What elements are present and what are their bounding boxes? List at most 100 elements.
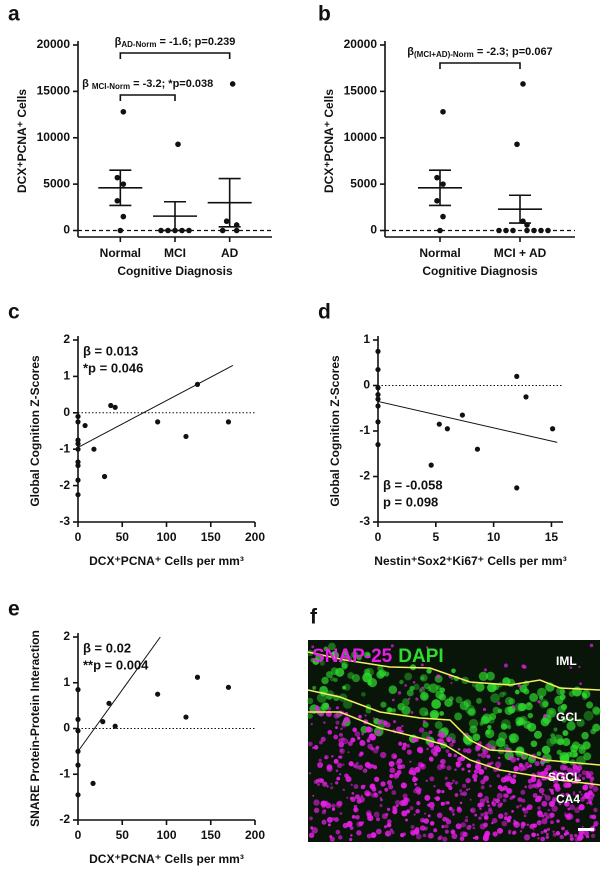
nucleus: [550, 733, 556, 738]
synaptic-signal: [373, 765, 378, 770]
synaptic-signal: [372, 717, 376, 720]
synaptic-signal: [387, 823, 391, 827]
synaptic-signal: [579, 682, 582, 686]
synaptic-signal: [536, 782, 542, 788]
synaptic-signal: [581, 770, 587, 776]
panel-letter: d: [318, 301, 331, 324]
synaptic-signal: [330, 786, 334, 790]
synaptic-signal: [428, 742, 435, 748]
synaptic-signal: [392, 806, 398, 812]
synaptic-signal: [401, 799, 409, 806]
error-bar: [509, 194, 531, 224]
synaptic-signal: [565, 792, 570, 797]
data-point: [375, 442, 381, 448]
synaptic-signal: [506, 788, 511, 794]
synaptic-signal: [462, 791, 468, 797]
data-point: [106, 700, 112, 706]
synaptic-signal: [420, 689, 423, 692]
nucleus: [581, 692, 587, 698]
nucleus: [502, 691, 507, 696]
panel-letter: c: [8, 301, 20, 324]
synaptic-signal: [401, 810, 408, 817]
synaptic-signal: [413, 736, 420, 743]
synaptic-signal: [365, 792, 370, 797]
synaptic-signal: [491, 817, 498, 824]
synaptic-signal: [589, 776, 595, 782]
synaptic-signal: [531, 823, 535, 827]
synaptic-signal: [456, 760, 462, 767]
nucleus: [377, 665, 384, 672]
synaptic-signal: [565, 813, 572, 821]
nucleus: [351, 651, 359, 659]
synaptic-signal: [333, 713, 340, 719]
synaptic-signal: [416, 746, 424, 753]
nucleus: [323, 646, 329, 652]
synaptic-signal: [453, 753, 458, 758]
y-tick-label: -1: [59, 766, 70, 780]
synaptic-signal: [440, 801, 445, 806]
data-point: [112, 404, 118, 410]
data-point: [375, 396, 381, 402]
nucleus: [409, 685, 415, 691]
data-point: [117, 227, 124, 234]
region-label: CA4: [556, 792, 580, 806]
synaptic-signal: [536, 833, 540, 836]
synaptic-signal: [482, 775, 489, 782]
synaptic-signal: [338, 741, 345, 748]
synaptic-signal: [342, 652, 345, 656]
synaptic-signal: [308, 832, 315, 839]
nucleus: [514, 689, 520, 695]
synaptic-signal: [456, 807, 463, 813]
synaptic-signal: [396, 804, 399, 808]
synaptic-signal: [459, 789, 463, 793]
data-point: [219, 227, 226, 234]
nucleus: [533, 730, 542, 739]
synaptic-signal: [460, 822, 466, 828]
data-point: [225, 684, 232, 690]
synaptic-signal: [484, 815, 489, 820]
synaptic-signal: [380, 781, 386, 787]
synaptic-signal: [545, 835, 550, 840]
data-point: [75, 459, 81, 465]
nucleus: [590, 728, 596, 735]
data-point: [514, 485, 520, 491]
y-axis-label: Global Cognition Z-Scores: [328, 355, 342, 507]
boundary-line: [307, 689, 601, 766]
synaptic-signal: [391, 753, 398, 760]
synaptic-signal: [371, 793, 376, 798]
annotation-symbol: β: [82, 78, 92, 90]
synaptic-signal: [350, 737, 356, 743]
synaptic-signal: [495, 798, 500, 804]
y-tick-label: 5000: [350, 176, 377, 190]
nucleus: [307, 713, 313, 719]
synaptic-signal: [572, 791, 576, 794]
y-tick-label: 20000: [37, 37, 71, 51]
x-tick-label: 10: [487, 530, 501, 544]
nucleus: [530, 740, 538, 748]
synaptic-signal: [435, 796, 441, 802]
synaptic-signal: [552, 830, 555, 833]
synaptic-signal: [490, 745, 496, 751]
synaptic-signal: [540, 771, 544, 775]
nucleus: [536, 751, 542, 757]
synaptic-signal: [312, 746, 315, 749]
synaptic-signal: [519, 804, 522, 807]
nucleus: [499, 691, 505, 698]
synaptic-signal: [588, 770, 594, 776]
synaptic-signal: [517, 797, 523, 802]
y-tick-label: -3: [359, 514, 370, 528]
nucleus: [420, 674, 428, 682]
synaptic-signal: [513, 819, 516, 822]
synaptic-signal: [319, 740, 323, 745]
synaptic-signal: [513, 821, 520, 828]
nucleus: [578, 746, 586, 754]
data-point: [444, 426, 450, 432]
nucleus: [527, 712, 534, 719]
synaptic-signal: [506, 818, 511, 823]
synaptic-signal: [372, 747, 379, 754]
synaptic-signal: [500, 829, 504, 832]
synaptic-signal: [327, 823, 331, 827]
synaptic-signal: [391, 790, 397, 796]
synaptic-signal: [422, 720, 426, 724]
synaptic-signal: [350, 834, 353, 837]
